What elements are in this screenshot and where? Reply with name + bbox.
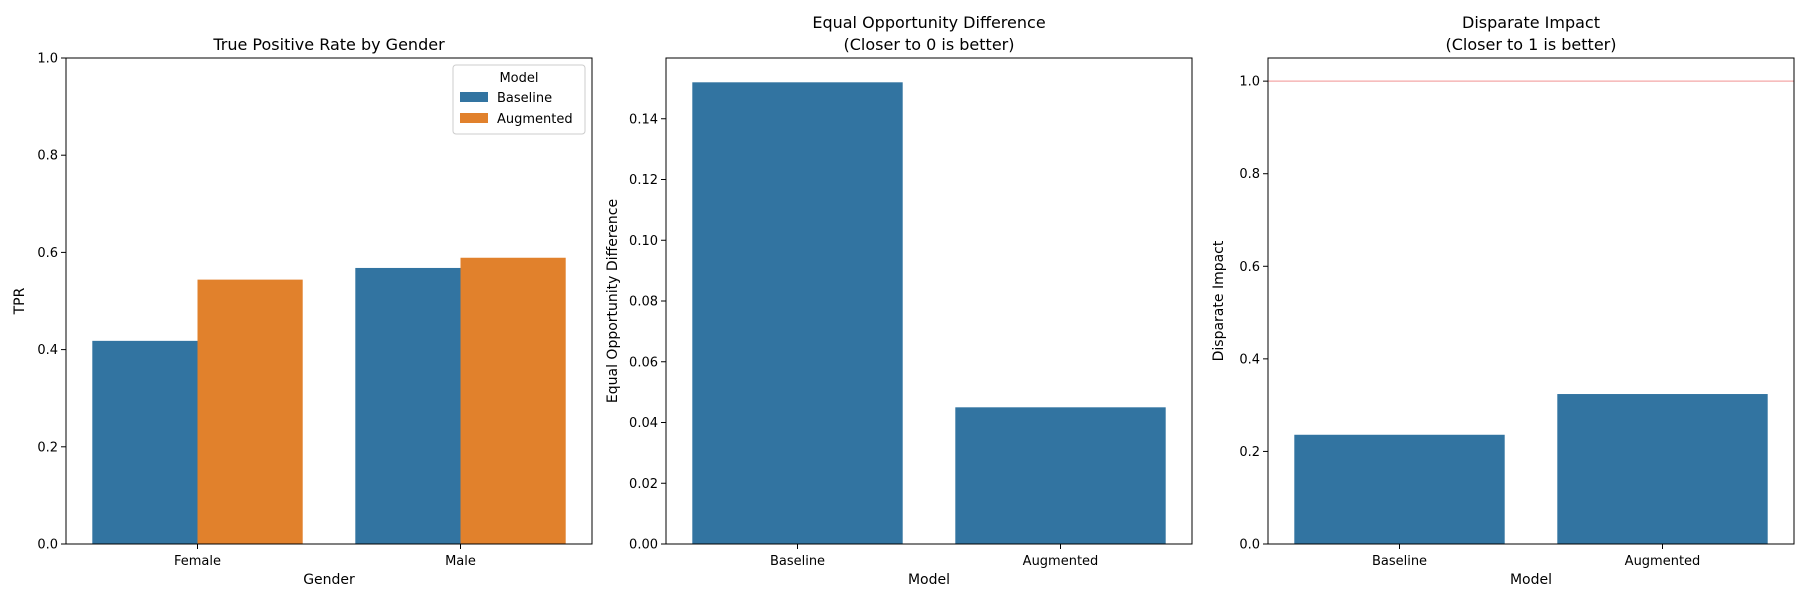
panel-tpr-title: True Positive Rate by Gender — [212, 35, 445, 54]
legend-title: Model — [499, 71, 538, 86]
ytick-label: 0.14 — [629, 112, 658, 127]
xtick-label: Male — [445, 554, 476, 569]
ytick-label: 0.08 — [629, 295, 658, 310]
ytick-label: 0.10 — [629, 234, 658, 249]
panel-tpr-xticks: Female Male — [174, 544, 476, 569]
ytick-label: 0.2 — [1239, 445, 1260, 460]
panel-eod-xticks: Baseline Augmented — [770, 544, 1098, 569]
panel-tpr-yticks: 0.0 0.2 0.4 0.6 0.8 1.0 — [37, 52, 66, 553]
panel-di-ylabel: Disparate Impact — [1211, 240, 1227, 361]
ytick-label: 0.00 — [629, 538, 658, 553]
panel-eod-yticks: 0.00 0.02 0.04 0.06 0.08 0.10 0.12 0.14 — [629, 112, 666, 553]
panel-tpr-frame — [65, 57, 593, 545]
legend-label-augmented: Augmented — [497, 112, 573, 127]
panel-tpr-legend: Model Baseline Augmented — [452, 64, 586, 135]
ytick-label: 0.6 — [37, 246, 58, 261]
bar-baseline — [1294, 434, 1505, 544]
bar-augmented — [955, 407, 1166, 544]
ytick-label: 0.0 — [37, 538, 58, 553]
panel-eod-frame — [665, 57, 1193, 545]
legend-swatch-baseline — [460, 92, 488, 102]
panel-eod: Equal Opportunity Difference (Closer to … — [605, 13, 1193, 588]
panel-eod-subtitle: (Closer to 0 is better) — [844, 35, 1015, 54]
ytick-label: 0.6 — [1239, 260, 1260, 275]
ytick-label: 0.02 — [629, 477, 658, 492]
panel-tpr-xlabel: Gender — [303, 572, 355, 588]
panel-di-xticks: Baseline Augmented — [1372, 544, 1700, 569]
panel-di-xlabel: Model — [1510, 572, 1552, 588]
ytick-label: 1.0 — [37, 52, 58, 67]
bar-augmented — [1557, 394, 1768, 544]
panel-tpr-ylabel: TPR — [12, 287, 28, 315]
legend-label-baseline: Baseline — [497, 91, 552, 106]
xtick-label: Augmented — [1625, 554, 1701, 569]
ytick-label: 0.04 — [629, 416, 658, 431]
xtick-label: Augmented — [1023, 554, 1099, 569]
panel-eod-bars — [692, 82, 1166, 545]
panel-di-frame — [1267, 57, 1795, 545]
panel-di-bars — [1294, 394, 1768, 544]
panel-tpr: True Positive Rate by Gender 0.00.20.40.… — [12, 35, 593, 588]
ytick-label: 0.8 — [37, 149, 58, 164]
panel-di-subtitle: (Closer to 1 is better) — [1446, 35, 1617, 54]
panel-eod-title: Equal Opportunity Difference — [812, 13, 1045, 32]
bar-baseline — [692, 82, 903, 545]
ytick-label: 0.06 — [629, 355, 658, 370]
ytick-label: 1.0 — [1239, 75, 1260, 90]
xtick-label: Baseline — [1372, 554, 1427, 569]
xtick-label: Baseline — [770, 554, 825, 569]
bar-augmented-male — [460, 257, 566, 544]
ytick-label: 0.2 — [37, 440, 58, 455]
ytick-label: 0.12 — [629, 173, 658, 188]
panel-di: Disparate Impact (Closer to 1 is better)… — [1211, 13, 1795, 588]
panel-di-yticks: 0.0 0.2 0.4 0.6 0.8 1.0 — [1239, 75, 1268, 553]
panel-eod-ylabel: Equal Opportunity Difference — [605, 199, 621, 403]
panel-eod-xlabel: Model — [908, 572, 950, 588]
ytick-label: 0.0 — [1239, 538, 1260, 553]
panel-tpr-bars — [92, 257, 566, 544]
bar-augmented-female — [197, 279, 303, 544]
panel-di-title: Disparate Impact — [1462, 13, 1600, 32]
bar-baseline-female — [92, 340, 198, 544]
ytick-label: 0.4 — [1239, 352, 1260, 367]
ytick-label: 0.4 — [37, 343, 58, 358]
xtick-label: Female — [174, 554, 221, 569]
ytick-label: 0.8 — [1239, 167, 1260, 182]
legend-swatch-augmented — [460, 113, 488, 123]
bar-baseline-male — [355, 267, 461, 544]
